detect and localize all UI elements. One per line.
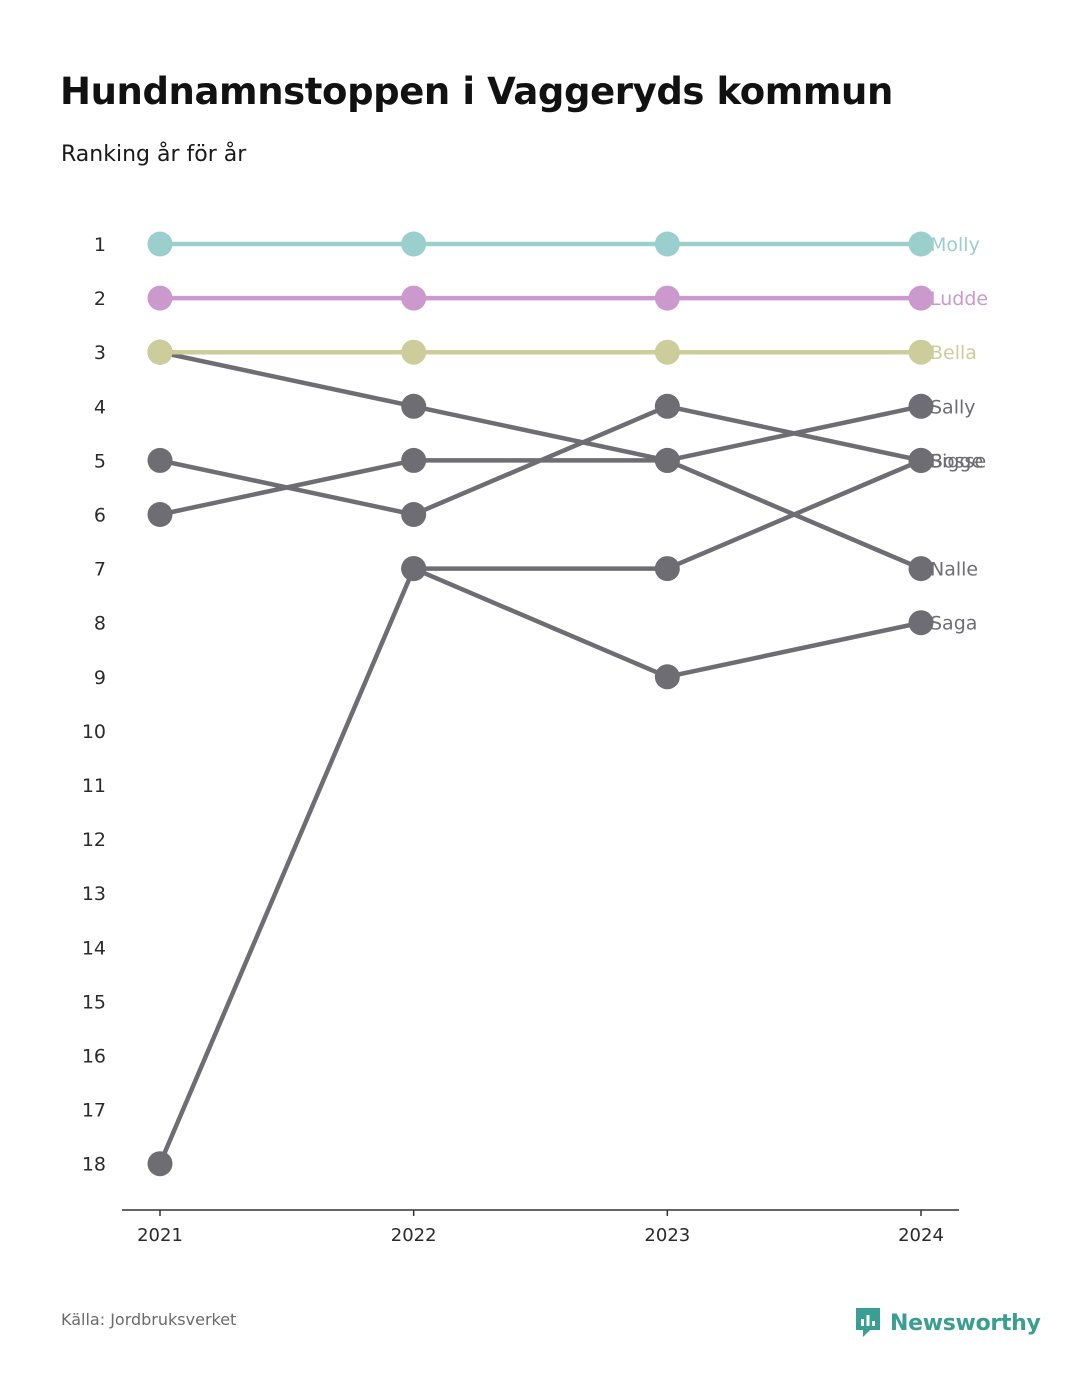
point-bella-2022 — [401, 339, 427, 365]
y-tick-label: 10 — [82, 721, 106, 743]
series-label-saga: Saga — [930, 613, 977, 635]
series-label-molly: Molly — [930, 234, 980, 256]
y-tick-label: 3 — [94, 342, 106, 364]
point-ludde-2022 — [401, 285, 427, 311]
point-bosse-2023 — [654, 393, 680, 419]
series-label-ludde: Ludde — [930, 288, 988, 310]
newsworthy-logo-icon — [856, 1308, 880, 1337]
series-label-nalle: Nalle — [930, 559, 978, 581]
y-tick-label: 6 — [94, 505, 106, 527]
x-tick-label: 2023 — [644, 1225, 690, 1246]
source-note: Källa: Jordbruksverket — [61, 1310, 237, 1329]
series-line-bosse — [157, 404, 924, 517]
x-tick-label: 2024 — [898, 1225, 944, 1246]
point-ludde-2021 — [147, 285, 173, 311]
series-label-sigge: Sigge — [930, 450, 983, 472]
point-ludde-2024 — [908, 285, 934, 311]
y-tick-label: 12 — [82, 829, 106, 851]
point-sally-2024 — [908, 393, 934, 419]
y-tick-label: 13 — [82, 883, 106, 905]
point-saga-2022 — [401, 556, 427, 582]
point-nalle-2024 — [908, 556, 934, 582]
point-sigge-2023 — [654, 556, 680, 582]
chart-subtitle: Ranking år för år — [61, 142, 247, 167]
y-tick-label: 11 — [82, 775, 106, 797]
series-line-saga — [411, 566, 924, 680]
brand[interactable]: Newsworthy — [854, 1306, 1041, 1340]
y-tick-label: 5 — [94, 450, 106, 472]
point-molly-2022 — [401, 231, 427, 257]
point-sally-2021 — [147, 502, 173, 527]
chart-title: Hundnamnstoppen i Vaggeryds kommun — [60, 70, 893, 113]
series-label-bosse: Bosse — [930, 450, 986, 472]
point-bella-2024 — [908, 339, 934, 365]
point-nalle-2023 — [654, 447, 680, 473]
point-saga-2024 — [908, 610, 934, 636]
x-tick-label: 2022 — [391, 1225, 437, 1246]
bump-chart: MollyLuddeBellaSallyBosseSiggeNalleSaga … — [82, 231, 988, 1246]
y-tick-label: 17 — [82, 1100, 106, 1122]
y-tick-label: 9 — [94, 667, 106, 689]
point-molly-2021 — [147, 231, 173, 257]
point-bosse-2021 — [147, 447, 173, 473]
point-sally-2022 — [401, 447, 427, 473]
point-molly-2024 — [908, 231, 934, 257]
y-tick-label: 1 — [94, 234, 106, 256]
series-line-sigge — [157, 458, 924, 1166]
y-tick-label: 16 — [82, 1046, 106, 1068]
x-axis: 2021 2022 2023 2024 — [122, 1209, 959, 1246]
series-points — [147, 231, 934, 1177]
brand-name: Newsworthy — [890, 1310, 1041, 1336]
point-molly-2023 — [654, 231, 680, 257]
y-tick-label: 7 — [94, 559, 106, 581]
point-saga-2023 — [654, 664, 680, 690]
point-ludde-2023 — [654, 285, 680, 311]
point-bella-2023 — [654, 339, 680, 365]
point-sigge-2024 — [908, 447, 934, 473]
x-tick-label: 2021 — [137, 1225, 183, 1246]
series-lines — [157, 241, 924, 1166]
point-sigge-2021 — [147, 1151, 173, 1177]
y-tick-label: 18 — [82, 1154, 106, 1176]
series-line-nalle — [157, 349, 924, 571]
y-tick-label: 14 — [82, 937, 106, 959]
y-tick-label: 15 — [82, 991, 106, 1013]
y-tick-label: 2 — [94, 288, 106, 310]
point-bosse-2022 — [401, 502, 427, 527]
point-bella-2021 — [147, 339, 173, 365]
point-nalle-2022 — [401, 393, 427, 419]
y-tick-label: 8 — [94, 613, 106, 635]
y-tick-label: 4 — [94, 396, 106, 418]
series-label-bella: Bella — [930, 342, 977, 364]
series-label-sally: Sally — [930, 396, 976, 418]
